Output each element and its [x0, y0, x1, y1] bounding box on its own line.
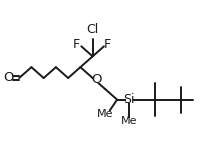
FancyBboxPatch shape: [74, 41, 79, 48]
FancyBboxPatch shape: [125, 118, 134, 124]
Text: O: O: [91, 73, 102, 86]
Text: Me: Me: [97, 109, 113, 119]
Text: F: F: [103, 38, 111, 51]
FancyBboxPatch shape: [100, 111, 110, 117]
Text: Me: Me: [121, 116, 138, 126]
FancyBboxPatch shape: [105, 41, 110, 48]
Text: O: O: [3, 71, 14, 85]
Text: Si: Si: [124, 93, 135, 106]
Text: Cl: Cl: [86, 23, 99, 36]
FancyBboxPatch shape: [126, 96, 133, 103]
Text: F: F: [73, 38, 80, 51]
FancyBboxPatch shape: [88, 26, 97, 33]
FancyBboxPatch shape: [94, 76, 100, 83]
FancyBboxPatch shape: [5, 75, 12, 81]
